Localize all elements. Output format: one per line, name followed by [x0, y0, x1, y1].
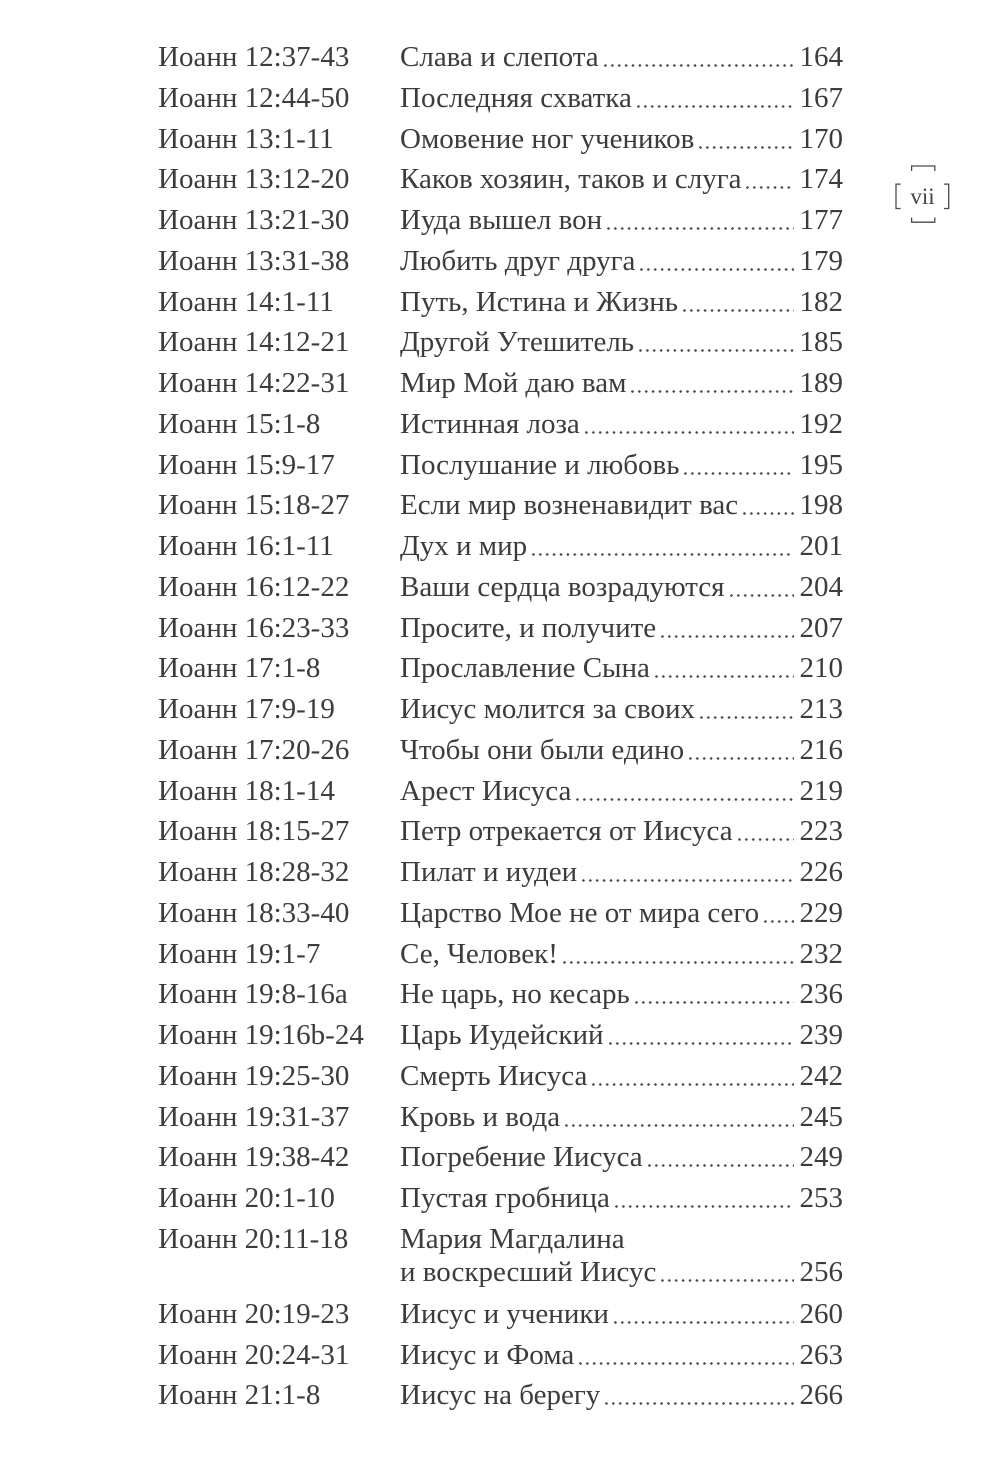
svg-text:vii: vii	[910, 184, 934, 209]
